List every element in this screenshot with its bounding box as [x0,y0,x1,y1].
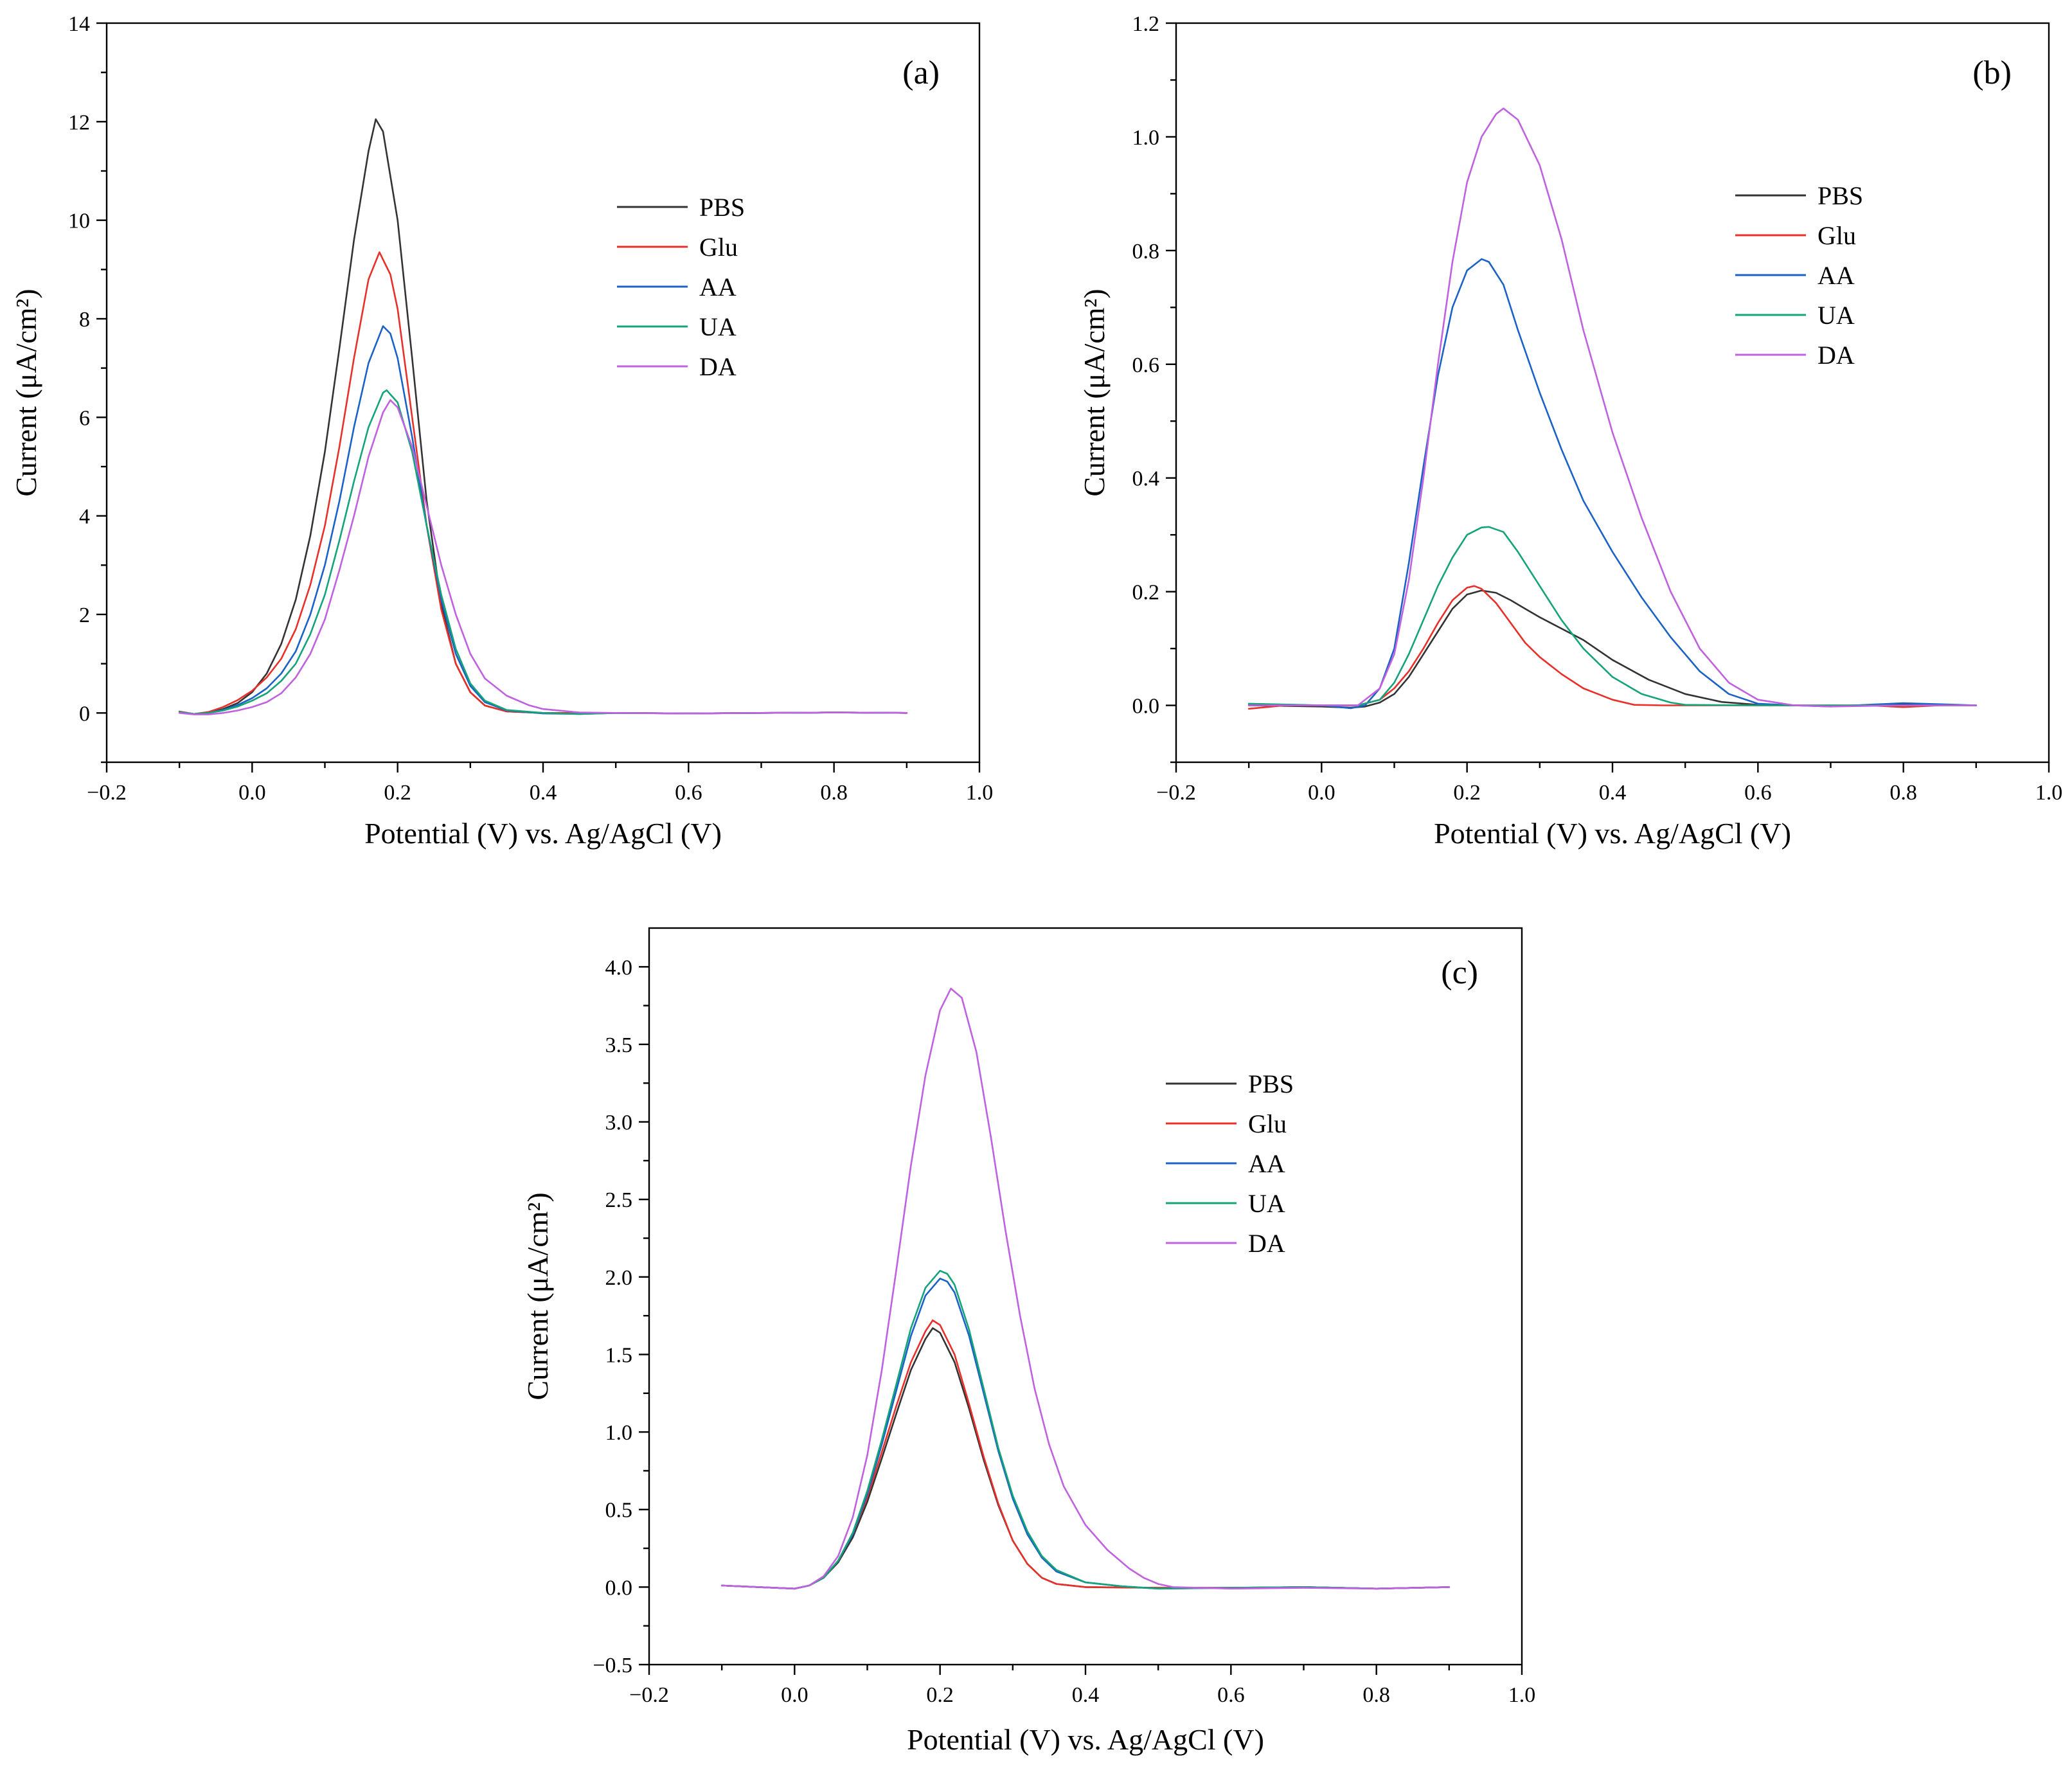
series-line-ua [178,389,908,715]
legend-label: DA [699,352,737,381]
series-line-pbs [178,118,908,715]
series-line-glu [720,1319,1451,1590]
y-tick-label: 12 [68,111,90,134]
panel-label: (a) [902,55,940,91]
x-axis-title: Potential (V) vs. Ag/AgCl (V) [364,817,722,850]
x-tick-label: −0.2 [629,1683,669,1707]
legend-label: AA [1817,261,1855,290]
legend: PBS Glu AA UA DA [1735,181,1863,370]
x-axis-title: Potential (V) vs. Ag/AgCl (V) [1434,817,1791,850]
x-tick-label: 0.2 [1453,781,1481,805]
series-line-glu [178,251,908,715]
series-line-glu [1247,585,1978,710]
y-tick-label: 2 [79,603,90,627]
series-line-aa [720,1278,1451,1590]
y-tick-label: 0.4 [1132,467,1160,491]
legend-label: UA [1817,301,1855,330]
legend-label: UA [699,312,737,341]
y-tick-label: 0.6 [1132,353,1160,377]
y-tick-label: 2.0 [605,1266,633,1290]
legend-label: PBS [1248,1069,1294,1098]
y-tick-label: 0.8 [1132,240,1160,264]
x-tick-label: 1.0 [1508,1683,1536,1707]
legend-label: Glu [1817,221,1856,250]
chart-panel-3: −0.2 0.0 0.2 0.4 0.6 0.8 1.0 −0.5 0.0 0.5 1.0 1.5 2.… [521,927,1536,1756]
y-tick-label: 3.0 [605,1111,633,1135]
y-tick-label: 0.0 [1132,695,1160,719]
y-tick-label: 4 [79,505,90,529]
legend-label: PBS [1817,181,1863,210]
plot-frame [648,927,1523,1666]
legend-label: DA [1817,341,1855,370]
plot-frame [105,22,981,764]
x-tick-label: 0.4 [1072,1683,1100,1707]
x-tick-label: 0.0 [1308,781,1335,805]
series-line-da [178,399,908,715]
x-tick-label: 0.6 [675,781,702,805]
chart-panel-1: −0.2 0.0 0.2 0.4 0.6 0.8 1.0 0 2 4 6 8 10 12 14 Potenti… [10,12,993,850]
y-tick-label: 3.5 [605,1033,633,1057]
series-line-ua [1247,526,1978,706]
y-axis-title: Current (μA/cm²) [521,1192,554,1400]
legend-label: UA [1248,1189,1285,1218]
x-tick-label: 0.0 [238,781,266,805]
y-tick-label: 8 [79,308,90,332]
x-tick-label: 0.6 [1744,781,1772,805]
x-tick-label: 0.8 [1889,781,1917,805]
series-line-aa [1247,258,1978,710]
x-tick-label: 0.2 [384,781,411,805]
y-tick-label: 4.0 [605,956,633,979]
series-line-da [1247,107,1978,708]
series-line-pbs [720,1327,1451,1590]
legend-label: Glu [1248,1109,1287,1138]
y-tick-label: 10 [68,210,90,233]
x-tick-label: 1.0 [2035,781,2063,805]
y-tick-label: 14 [68,12,90,36]
y-tick-label: 1.2 [1132,12,1160,36]
legend-label: AA [1248,1149,1285,1178]
legend-label: Glu [699,233,738,262]
x-tick-label: 0.4 [1599,781,1627,805]
x-tick-label: 1.0 [966,781,994,805]
y-tick-label: 0 [79,702,90,726]
x-tick-label: 0.8 [820,781,848,805]
x-tick-label: 0.0 [781,1683,808,1707]
x-axis-title: Potential (V) vs. Ag/AgCl (V) [907,1723,1264,1756]
series-line-aa [178,325,908,715]
y-tick-label: 6 [79,406,90,430]
chart-panel-2: −0.2 0.0 0.2 0.4 0.6 0.8 1.0 0.0 0.2 0.4 0.6 0.8 1.0… [1078,12,2062,850]
x-tick-label: −0.2 [87,781,127,805]
y-tick-label: 1.5 [605,1343,633,1367]
x-tick-label: 0.2 [926,1683,954,1707]
y-tick-label: −0.5 [593,1654,632,1677]
x-tick-label: 0.6 [1217,1683,1245,1707]
plot-frame [1175,22,2050,764]
y-tick-label: 1.0 [605,1421,633,1445]
legend-label: AA [699,273,737,301]
y-axis-title: Current (μA/cm²) [10,289,42,496]
legend: PBS Glu AA UA DA [617,193,745,381]
series-line-ua [720,1269,1451,1590]
series-line-da [720,987,1451,1590]
y-tick-label: 0.0 [605,1576,633,1600]
panel-label: (b) [1972,55,2012,91]
panel-label: (c) [1441,954,1478,991]
y-tick-label: 0.2 [1132,581,1160,605]
legend-label: DA [1248,1229,1285,1258]
x-tick-label: 0.4 [530,781,557,805]
x-tick-label: −0.2 [1156,781,1196,805]
x-tick-label: 0.8 [1362,1683,1390,1707]
y-axis-title: Current (μA/cm²) [1078,289,1111,496]
y-tick-label: 2.5 [605,1188,633,1212]
series-line-pbs [1247,589,1978,709]
y-tick-label: 1.0 [1132,126,1160,150]
y-tick-label: 0.5 [605,1499,633,1523]
legend: PBS Glu AA UA DA [1166,1069,1294,1258]
legend-label: PBS [699,193,745,222]
